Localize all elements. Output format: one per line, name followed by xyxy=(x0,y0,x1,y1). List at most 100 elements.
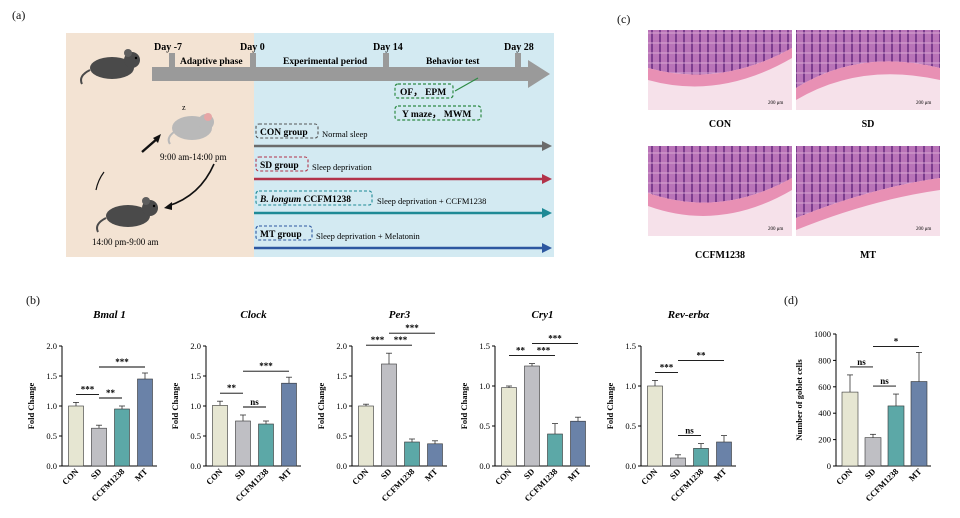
bar xyxy=(864,437,882,467)
y-tick-label: 1.5 xyxy=(625,341,636,351)
category-label: SD xyxy=(233,466,248,481)
svg-text:SD group: SD group xyxy=(260,161,299,171)
significance-label: ** xyxy=(106,388,116,398)
y-tick-label: 400 xyxy=(818,408,831,418)
test-label: OF， EPM xyxy=(400,88,446,98)
significance-label: *** xyxy=(81,384,95,394)
y-tick-label: 800 xyxy=(818,355,831,365)
y-tick-label: 1.5 xyxy=(336,371,347,381)
y-tick-label: 200 xyxy=(818,435,831,445)
panel-label-b: (b) xyxy=(26,293,40,307)
chart-title: Bmal 1 xyxy=(92,309,126,321)
day-time-label: 9:00 am-14:00 pm xyxy=(160,152,227,162)
sleeping-mouse-icon xyxy=(167,113,214,145)
tick-day-minus7 xyxy=(169,53,175,69)
histology-label: CON xyxy=(709,119,732,130)
y-tick-label: 0.0 xyxy=(625,461,636,471)
y-tick-label: 1.0 xyxy=(46,401,57,411)
bar xyxy=(501,387,517,467)
panel-label-a: (a) xyxy=(12,8,26,22)
phase-label: Adaptive phase xyxy=(180,57,243,67)
y-tick-label: 0.5 xyxy=(46,431,57,441)
significance-label: *** xyxy=(371,335,385,345)
bar xyxy=(114,408,130,467)
significance-label: ns xyxy=(250,397,259,407)
cycle-arrow xyxy=(167,163,215,207)
goblet-cell-chart: 0 200 400 600 800 1000 Number of goblet cells C… xyxy=(794,329,931,503)
bar xyxy=(910,381,928,467)
y-tick-label: 0.0 xyxy=(336,461,347,471)
bar xyxy=(358,405,374,467)
category-label: CON xyxy=(204,466,225,487)
y-tick-label: 0 xyxy=(827,461,831,471)
category-label: CON xyxy=(493,466,514,487)
y-tick-label: 1.5 xyxy=(190,371,201,381)
cycle-arrow-head xyxy=(164,202,172,210)
bar xyxy=(91,427,107,467)
category-label: SD xyxy=(89,466,104,481)
experimental-design-diagram: Day -7 Day 0 Day 14 Day 28 Adaptive phas… xyxy=(66,33,554,257)
y-axis-label: Fold Change xyxy=(26,383,36,430)
y-tick-label: 600 xyxy=(818,382,831,392)
timeline-arrow-head xyxy=(528,60,550,88)
phase-label: Behavior test xyxy=(426,57,480,67)
y-tick-label: 0.5 xyxy=(625,421,636,431)
significance-label: * xyxy=(894,336,899,346)
chart-title: Cry1 xyxy=(532,309,554,321)
bar xyxy=(212,405,228,467)
y-axis-label: Fold Change xyxy=(459,383,469,430)
bar xyxy=(716,441,732,467)
category-label: CON xyxy=(639,466,660,487)
sleep-z-text: z xyxy=(182,103,186,112)
category-label: SD xyxy=(379,466,394,481)
day-label: Day 0 xyxy=(240,42,265,53)
bar xyxy=(524,365,540,467)
category-label: CON xyxy=(60,466,81,487)
night-time-label: 14:00 pm-9:00 am xyxy=(92,237,159,247)
bar xyxy=(547,433,563,467)
category-label: MT xyxy=(712,466,729,483)
svg-text:200 μm: 200 μm xyxy=(916,101,931,106)
category-label: SD xyxy=(522,466,537,481)
test-box-of-epm xyxy=(394,83,454,99)
significance-label: ns xyxy=(685,426,694,436)
day-label: Day 14 xyxy=(373,42,403,53)
svg-text:Sleep deprivation + CCFM1238: Sleep deprivation + CCFM1238 xyxy=(377,196,486,206)
test-connector xyxy=(454,77,479,92)
category-label: CON xyxy=(350,466,371,487)
significance-label: ** xyxy=(227,383,237,393)
chart-title: Rev-erbα xyxy=(667,309,710,321)
significance-label: ns xyxy=(880,376,889,386)
tick-day-28 xyxy=(515,53,521,69)
category-label: MT xyxy=(133,466,150,483)
y-tick-label: 0.0 xyxy=(479,461,490,471)
y-tick-label: 0.0 xyxy=(190,461,201,471)
category-label: MT xyxy=(907,466,924,483)
awake-mouse-icon xyxy=(96,197,158,233)
bar xyxy=(647,385,663,467)
y-tick-label: 1.0 xyxy=(336,401,347,411)
y-tick-label: 0.5 xyxy=(479,421,490,431)
group-mt: MT group Sleep deprivation + Melatonin xyxy=(254,225,552,253)
cycle-arrow-head xyxy=(153,134,161,143)
y-tick-label: 2.0 xyxy=(46,341,57,351)
significance-label: ** xyxy=(697,350,707,360)
svg-text:MT group: MT group xyxy=(260,230,302,240)
histology-label: CCFM1238 xyxy=(695,250,745,261)
svg-text:200 μm: 200 μm xyxy=(768,101,783,106)
significance-label: *** xyxy=(548,334,562,344)
bar xyxy=(258,423,274,467)
y-tick-label: 0.5 xyxy=(190,431,201,441)
category-label: MT xyxy=(423,466,440,483)
significance-label: ns xyxy=(857,357,866,367)
y-tick-label: 1.0 xyxy=(479,381,490,391)
svg-text:Normal sleep: Normal sleep xyxy=(322,129,368,139)
svg-text:B. longum CCFM1238: B. longum CCFM1238 xyxy=(259,195,351,205)
histology-image-sd: 200 μm xyxy=(796,30,940,110)
histology-label: SD xyxy=(862,119,875,130)
y-tick-label: 0.5 xyxy=(336,431,347,441)
